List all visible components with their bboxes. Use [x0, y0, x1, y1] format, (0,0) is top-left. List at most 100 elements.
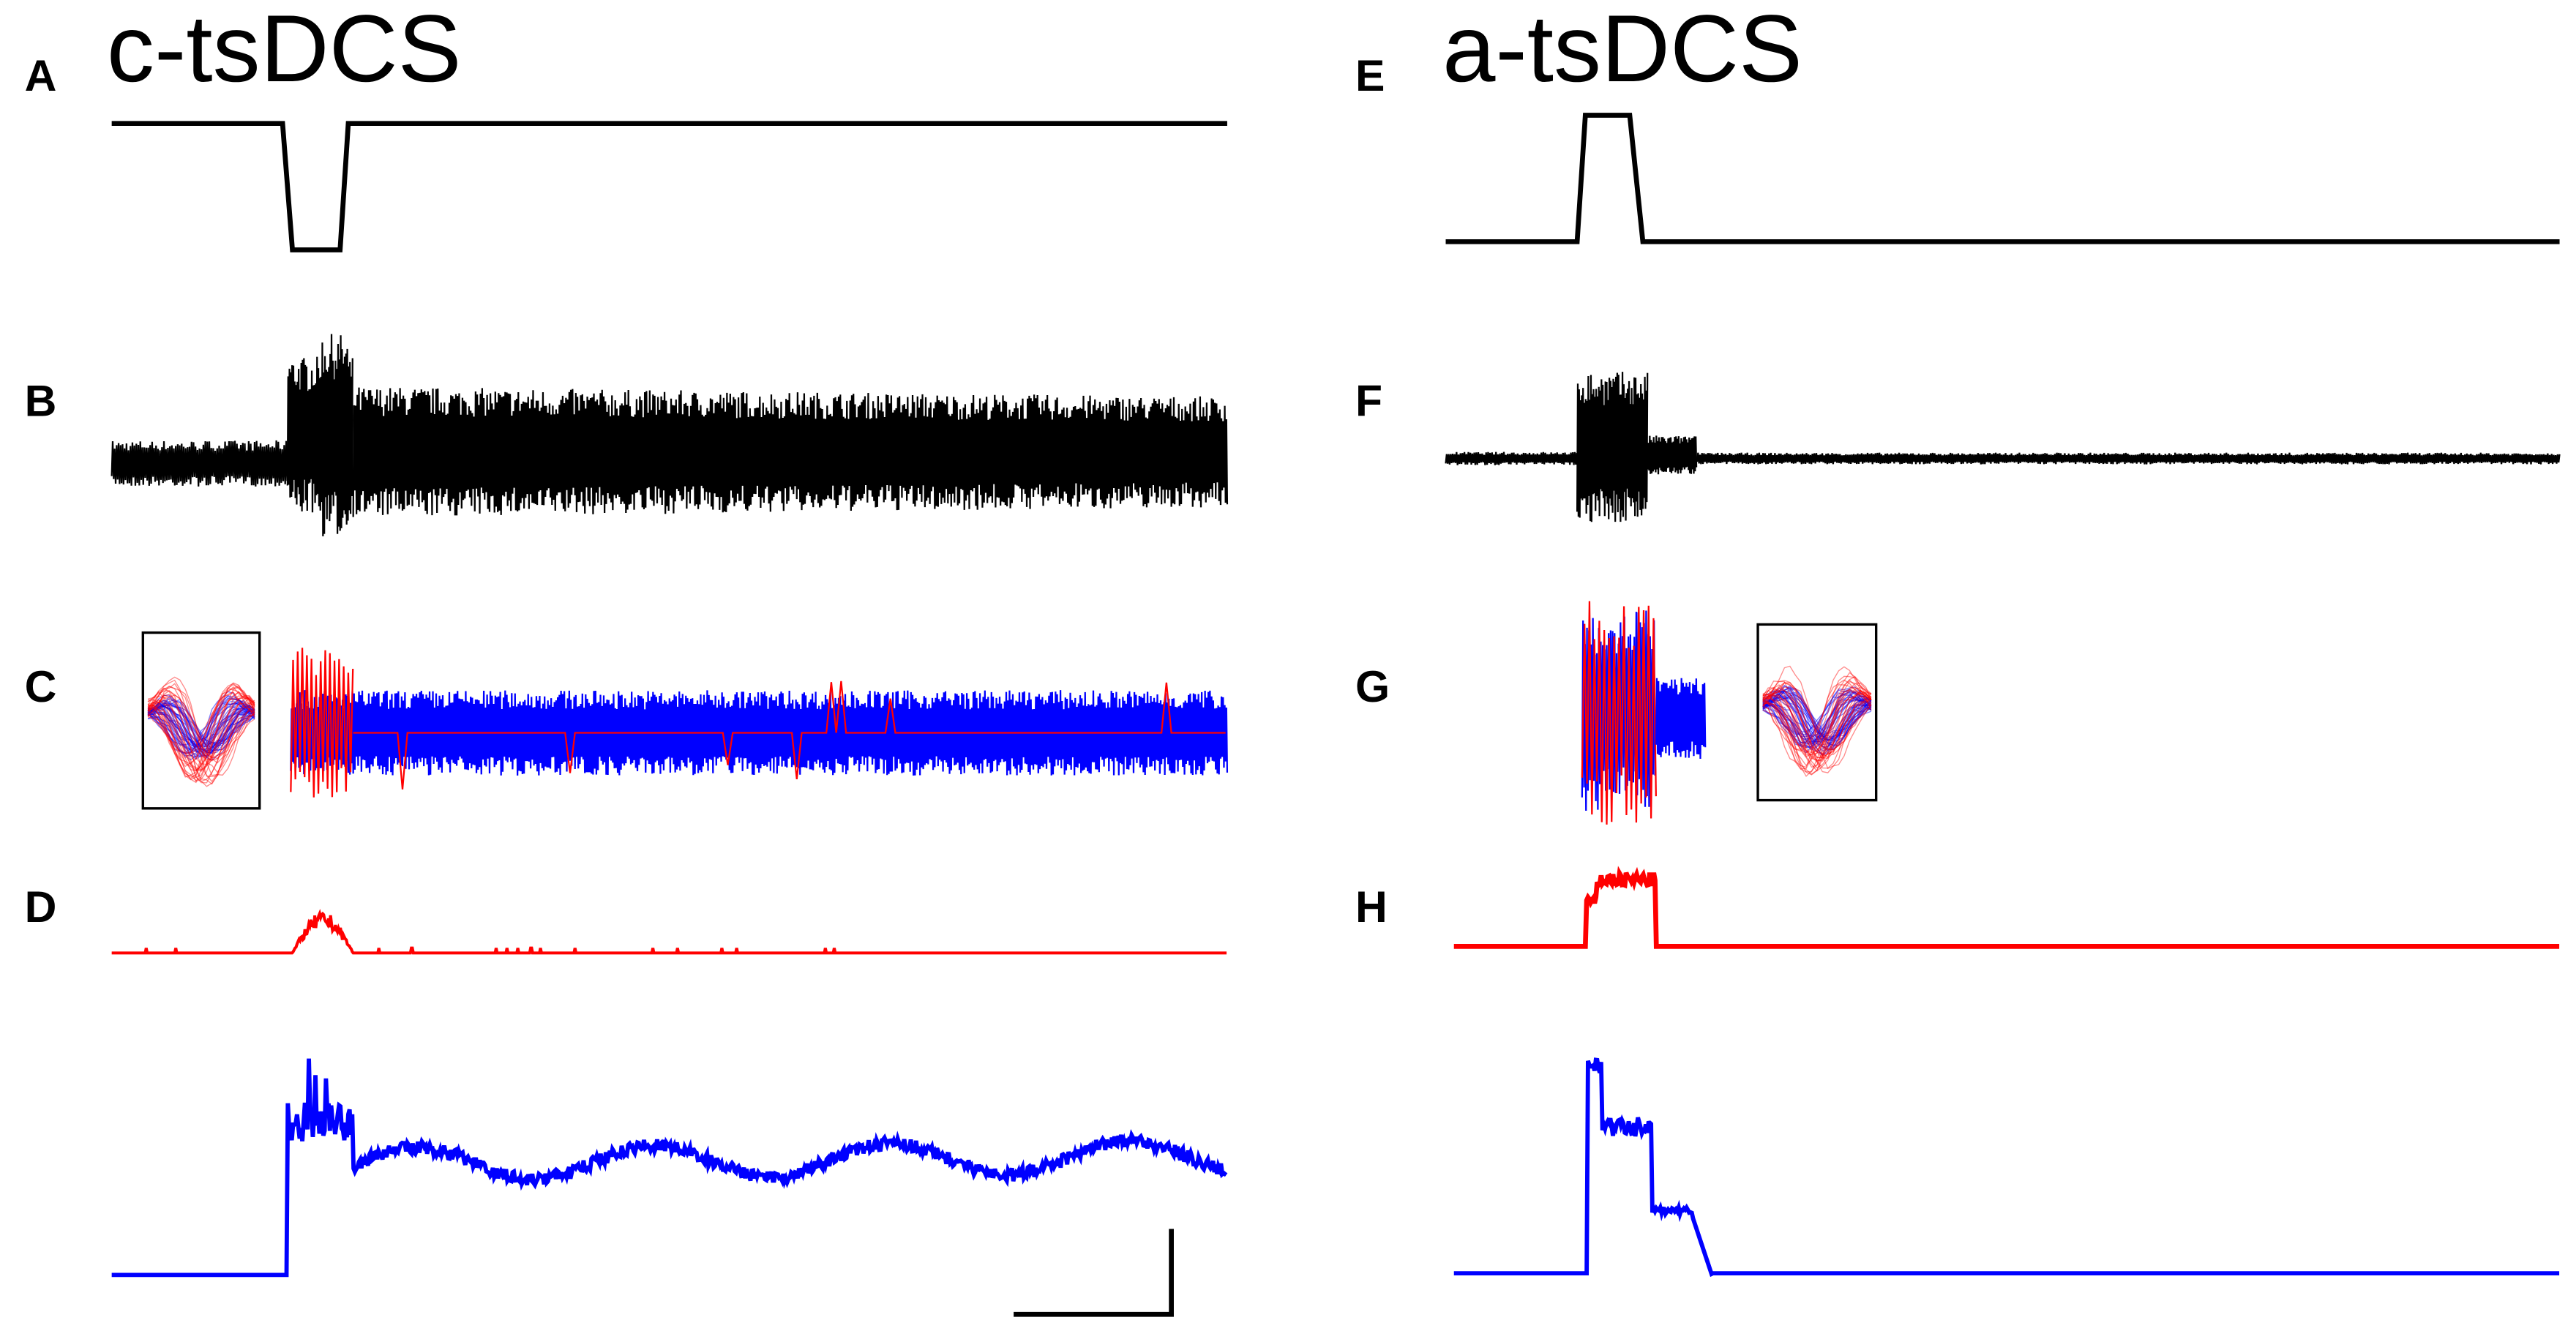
waveform — [1762, 666, 1872, 768]
waveform — [147, 691, 255, 754]
waveform — [147, 694, 255, 759]
waveform — [1762, 696, 1872, 741]
waveform — [147, 687, 255, 768]
waveform — [1762, 681, 1871, 751]
waveform — [147, 683, 255, 778]
waveform — [147, 696, 255, 762]
waveform — [1762, 689, 1872, 769]
waveform — [147, 682, 255, 784]
waveform — [147, 699, 255, 771]
waveform — [1762, 689, 1872, 756]
title-right: a-tsDCS — [1442, 0, 1802, 102]
waveform — [1762, 682, 1872, 751]
waveform — [1762, 687, 1872, 768]
sorted-trace — [353, 681, 1226, 790]
panel-label: B — [25, 376, 57, 426]
waveform — [147, 695, 255, 772]
waveform — [1762, 675, 1872, 770]
waveform — [147, 695, 255, 782]
waveform — [1762, 665, 1872, 770]
panel-label: F — [1355, 376, 1382, 426]
recording-trace — [352, 387, 1229, 517]
panel-label: D — [25, 882, 57, 931]
rate-trace — [111, 1058, 1228, 1278]
waveform — [147, 700, 255, 758]
waveform — [147, 694, 255, 761]
waveform — [1762, 686, 1872, 757]
waveform — [147, 691, 255, 784]
waveform — [147, 691, 255, 781]
waveform — [147, 705, 255, 753]
waveform — [147, 688, 255, 785]
stimulus-trace — [1445, 113, 2560, 244]
waveform — [147, 694, 255, 771]
waveform — [1762, 680, 1872, 773]
sorted-trace — [290, 648, 354, 798]
sorted-trace — [290, 690, 1229, 776]
waveform — [1762, 672, 1872, 773]
waveform — [1762, 686, 1872, 760]
waveform — [1762, 690, 1872, 756]
waveform — [147, 686, 255, 765]
waveform — [1762, 694, 1872, 735]
waveform — [147, 699, 255, 765]
traces — [111, 334, 2561, 1278]
waveform — [1762, 686, 1872, 772]
waveform — [1762, 681, 1872, 769]
waveform — [147, 697, 255, 751]
waveform — [1762, 679, 1872, 767]
waveform — [1762, 690, 1872, 762]
waveform — [147, 697, 255, 772]
waveform — [1762, 691, 1872, 763]
waveform — [148, 697, 255, 782]
waveform — [147, 686, 255, 764]
waveform — [147, 686, 255, 783]
waveform — [1762, 689, 1872, 762]
stimulus-trace — [111, 121, 1227, 252]
sorted-trace — [1655, 678, 1707, 760]
recording-trace — [1647, 435, 1698, 475]
waveform — [147, 691, 255, 759]
waveform — [1762, 683, 1872, 776]
waveform — [1762, 679, 1872, 752]
waveform — [1762, 693, 1872, 754]
inset-box — [141, 631, 261, 810]
waveform — [147, 694, 255, 761]
recording-trace — [1696, 452, 2561, 465]
waveform — [147, 683, 255, 773]
waveform — [147, 708, 255, 749]
panel-label: E — [1355, 50, 1385, 100]
waveform — [147, 690, 255, 787]
waveform — [148, 702, 255, 744]
scale-bar — [1014, 1229, 1174, 1317]
waveform — [1762, 684, 1872, 760]
waveform — [1762, 695, 1872, 759]
panel-label: C — [25, 661, 57, 711]
waveform — [147, 690, 255, 760]
waveform — [147, 701, 255, 758]
waveform — [147, 686, 255, 781]
sorted-trace — [1581, 601, 1657, 825]
waveform — [147, 683, 255, 777]
waveform — [1762, 686, 1872, 754]
waveform — [1762, 697, 1872, 740]
waveform — [1762, 682, 1872, 755]
recording-trace — [111, 440, 288, 487]
waveform — [147, 700, 255, 760]
rate-trace — [1453, 866, 2560, 949]
waveform — [1762, 689, 1872, 754]
rate-trace — [111, 909, 1227, 955]
waveform — [147, 685, 255, 779]
panel-label: G — [1355, 661, 1390, 711]
waveform — [147, 676, 255, 776]
waveform — [1762, 693, 1872, 738]
waveform — [147, 705, 255, 748]
panel-label: A — [25, 50, 57, 100]
title-left: c-tsDCS — [107, 0, 462, 102]
waveform — [1762, 689, 1872, 758]
waveform — [1762, 686, 1872, 748]
waveform — [147, 691, 255, 771]
panel-label: H — [1355, 882, 1388, 931]
waveform — [147, 679, 255, 777]
